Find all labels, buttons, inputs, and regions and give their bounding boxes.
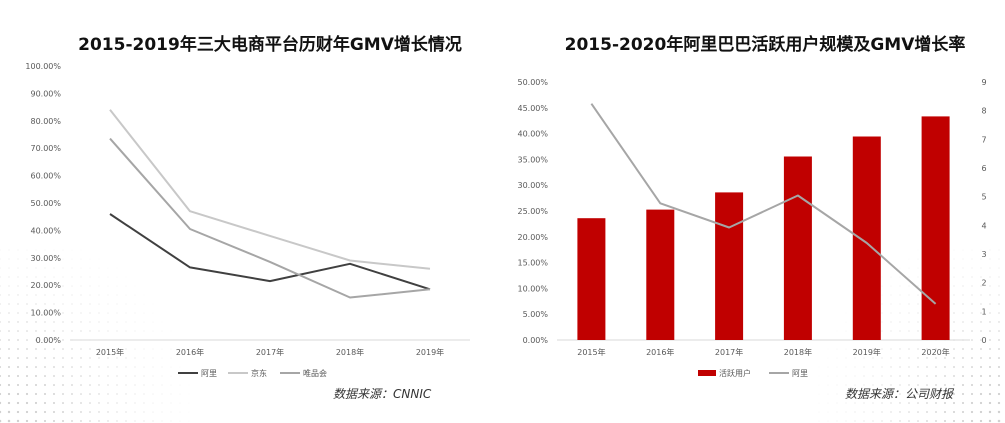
- y-tick-label: 40.00%: [30, 226, 61, 235]
- left-chart-source: 数据来源：CNNIC: [333, 387, 432, 401]
- y-tick-label: 60.00%: [30, 172, 61, 181]
- y-right-tick-label: 1: [981, 307, 986, 316]
- y-left-tick-label: 30.00%: [517, 181, 548, 190]
- series-line: [109, 137, 431, 299]
- left-chart-title: 2015-2019年三大电商平台历财年GMV增长情况: [78, 35, 462, 55]
- y-right-tick-label: 6: [981, 164, 986, 173]
- y-left-tick-label: 45.00%: [517, 104, 548, 113]
- ali-growth-line: [590, 103, 937, 305]
- active-users-bar: [577, 218, 606, 340]
- y-left-tick-label: 15.00%: [517, 259, 548, 268]
- x-tick-label: 2018年: [336, 347, 364, 357]
- y-tick-label: 30.00%: [30, 254, 61, 263]
- y-left-tick-label: 0.00%: [523, 336, 549, 345]
- x-tick-label: 2019年: [853, 347, 881, 357]
- x-tick-label: 2015年: [96, 347, 124, 357]
- x-tick-label: 2017年: [256, 347, 284, 357]
- y-left-tick-label: 10.00%: [517, 284, 548, 293]
- active-users-bar: [921, 116, 950, 341]
- y-tick-label: 50.00%: [30, 199, 61, 208]
- x-tick-label: 2016年: [176, 347, 204, 357]
- y-left-tick-label: 20.00%: [517, 233, 548, 242]
- x-tick-label: 2018年: [784, 347, 812, 357]
- x-tick-label: 2019年: [416, 347, 444, 357]
- legend-swatch: [698, 370, 716, 376]
- y-left-tick-label: 40.00%: [517, 130, 548, 139]
- y-tick-label: 90.00%: [30, 89, 61, 98]
- x-tick-label: 2020年: [921, 347, 949, 357]
- active-users-bar: [715, 192, 744, 340]
- legend-label: 京东: [251, 368, 267, 378]
- y-left-tick-label: 50.00%: [517, 78, 548, 87]
- active-users-bar: [852, 136, 881, 340]
- y-right-tick-label: 9: [981, 78, 986, 87]
- y-right-tick-label: 5: [981, 193, 986, 202]
- y-right-tick-label: 2: [981, 279, 986, 288]
- right-chart-title: 2015-2020年阿里巴巴活跃用户规模及GMV增长率: [564, 35, 966, 55]
- legend-label: 活跃用户: [719, 368, 751, 378]
- y-right-tick-label: 8: [981, 107, 986, 116]
- series-line: [109, 213, 431, 291]
- y-right-tick-label: 0: [981, 336, 986, 345]
- legend-label: 阿里: [201, 369, 217, 378]
- legend-label: 唯品会: [303, 368, 327, 378]
- y-tick-label: 10.00%: [30, 309, 61, 318]
- y-right-tick-label: 4: [981, 221, 986, 230]
- y-tick-label: 0.00%: [36, 336, 62, 345]
- active-users-bar: [783, 156, 812, 340]
- y-tick-label: 20.00%: [30, 281, 61, 290]
- y-right-tick-label: 3: [981, 250, 986, 259]
- y-left-tick-label: 25.00%: [517, 207, 548, 216]
- y-tick-label: 100.00%: [25, 62, 61, 71]
- y-left-tick-label: 35.00%: [517, 155, 548, 164]
- right-chart-source: 数据来源：公司财报: [845, 387, 954, 401]
- legend-label: 阿里: [792, 369, 808, 378]
- active-users-bar: [646, 209, 675, 340]
- y-left-tick-label: 5.00%: [523, 310, 549, 319]
- y-tick-label: 80.00%: [30, 117, 61, 126]
- y-tick-label: 70.00%: [30, 144, 61, 153]
- x-tick-label: 2017年: [715, 347, 743, 357]
- x-tick-label: 2015年: [577, 347, 605, 357]
- series-line: [109, 109, 431, 270]
- y-right-tick-label: 7: [981, 135, 986, 144]
- x-tick-label: 2016年: [646, 347, 674, 357]
